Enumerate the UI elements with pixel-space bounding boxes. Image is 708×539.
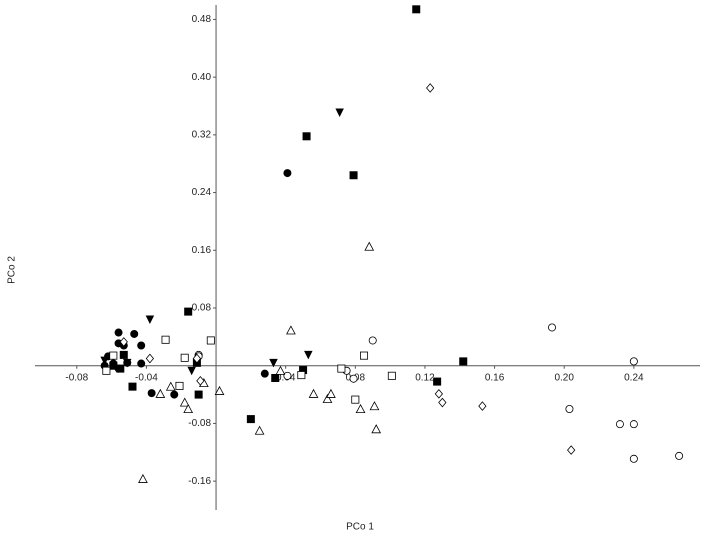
point xyxy=(246,415,255,424)
point xyxy=(360,351,369,360)
point xyxy=(183,403,194,414)
point xyxy=(269,358,278,368)
point xyxy=(138,473,148,483)
point xyxy=(123,358,132,368)
point xyxy=(387,371,396,380)
point xyxy=(206,336,215,345)
point xyxy=(308,388,319,398)
point xyxy=(629,454,638,463)
y-tick-label: 0.48 xyxy=(192,14,212,25)
point xyxy=(275,365,286,375)
point xyxy=(349,171,358,180)
point xyxy=(145,353,155,364)
point xyxy=(119,337,128,347)
point xyxy=(145,315,155,325)
point xyxy=(119,350,128,359)
point xyxy=(337,364,346,373)
point xyxy=(459,357,468,366)
point xyxy=(349,374,358,383)
point xyxy=(165,381,176,391)
point xyxy=(260,369,269,378)
point xyxy=(155,388,166,398)
point xyxy=(271,373,280,382)
point xyxy=(196,376,205,386)
point xyxy=(351,395,360,404)
point xyxy=(322,393,333,403)
point xyxy=(286,325,296,335)
y-tick-label: -0.08 xyxy=(188,418,211,429)
point xyxy=(114,328,123,337)
point xyxy=(675,451,684,460)
y-tick-label: -0.16 xyxy=(188,476,211,487)
point xyxy=(192,353,202,364)
point xyxy=(629,357,638,366)
point xyxy=(438,397,447,408)
point xyxy=(137,359,146,368)
point xyxy=(283,371,292,380)
point xyxy=(567,445,576,455)
point xyxy=(102,366,111,375)
x-tick-label: 0.16 xyxy=(485,372,505,383)
y-tick-label: 0.24 xyxy=(192,187,212,198)
point xyxy=(283,169,292,178)
x-tick-label: -0.04 xyxy=(135,372,158,383)
point xyxy=(565,404,574,413)
point xyxy=(297,371,306,380)
point xyxy=(194,390,203,399)
point xyxy=(433,377,442,386)
point xyxy=(214,385,225,395)
y-tick-label: 0.08 xyxy=(192,303,212,314)
point xyxy=(369,401,380,411)
x-axis-label: PCo 1 xyxy=(346,522,374,533)
point xyxy=(187,366,196,376)
point xyxy=(114,364,123,373)
point xyxy=(434,389,444,399)
point xyxy=(368,336,377,345)
y-tick-label: 0.32 xyxy=(192,129,212,140)
point xyxy=(371,424,382,434)
x-tick-label: -0.08 xyxy=(65,372,88,383)
point xyxy=(147,389,156,398)
point xyxy=(548,323,557,332)
point xyxy=(137,341,146,350)
point xyxy=(426,83,435,93)
y-tick-label: 0.40 xyxy=(192,72,212,83)
point xyxy=(629,420,638,429)
point xyxy=(175,381,184,390)
x-tick-label: 0.12 xyxy=(415,372,435,383)
point xyxy=(326,388,336,398)
point xyxy=(478,401,487,411)
point xyxy=(128,382,137,391)
point xyxy=(615,420,624,429)
point xyxy=(170,390,179,399)
point xyxy=(304,350,313,360)
point xyxy=(364,241,375,251)
point xyxy=(335,108,344,117)
x-tick-label: 0.24 xyxy=(624,372,644,383)
point xyxy=(109,351,118,360)
point xyxy=(100,356,109,366)
point xyxy=(109,359,118,368)
point xyxy=(412,5,421,14)
y-tick-label: 0.16 xyxy=(192,245,212,256)
point xyxy=(302,132,311,141)
point xyxy=(254,425,265,435)
point xyxy=(130,329,139,338)
point xyxy=(355,403,366,414)
point xyxy=(184,307,193,316)
x-tick-label: 0.20 xyxy=(554,372,574,383)
point xyxy=(179,397,190,407)
y-axis-label: PCo 2 xyxy=(7,256,18,284)
point xyxy=(161,335,170,344)
point xyxy=(180,353,189,362)
